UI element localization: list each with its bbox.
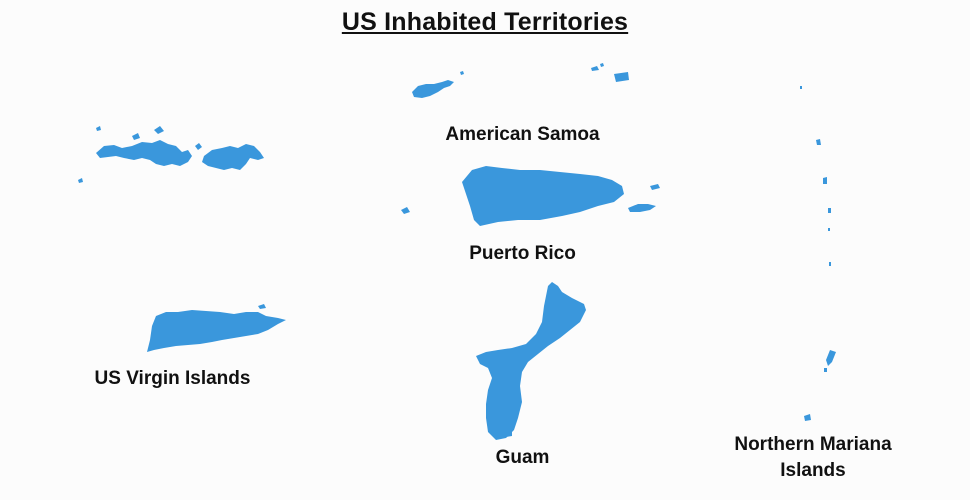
usvi-islet [195, 143, 202, 150]
st-john-shape [202, 144, 264, 170]
cnmi-islet [826, 350, 836, 366]
american-samoa-shape [412, 63, 629, 98]
guam-label: Guam [495, 447, 550, 468]
tutuila-shape [412, 80, 454, 98]
cnmi-islet [829, 262, 831, 266]
guam-shape [476, 282, 586, 440]
puerto-rico-main-shape [462, 166, 624, 226]
usvi-islet [132, 133, 140, 140]
usvi-islet [78, 178, 83, 183]
usvi-islet [96, 126, 101, 131]
american-samoa-label: American Samoa [445, 124, 600, 145]
culebra-shape [650, 184, 660, 190]
mona-island-shape [401, 207, 410, 214]
guam-main-shape [476, 282, 586, 440]
cnmi-islet [823, 177, 827, 184]
samoa-islet [460, 71, 464, 75]
puerto-rico-label: Puerto Rico [469, 243, 576, 264]
cnmi-islet [816, 139, 821, 145]
cnmi-islet [804, 414, 811, 421]
northern-mariana-islands-label: Northern Mariana Islands [734, 434, 892, 481]
cnmi-islet [828, 208, 831, 213]
map-title: US Inhabited Territories [341, 8, 629, 36]
usvi-northern-islands-shape [78, 126, 264, 183]
st-croix-islet [258, 304, 266, 309]
puerto-rico-shape [401, 166, 660, 226]
cnmi-islet [800, 86, 802, 89]
cnmi-islet [824, 368, 827, 372]
manua-islet [591, 66, 599, 71]
st-thomas-shape [96, 140, 192, 166]
manua-islet [600, 63, 604, 67]
northern-mariana-islands-shape [800, 86, 836, 421]
usvi-islet [154, 126, 164, 134]
us-virgin-islands-label: US Virgin Islands [94, 368, 251, 389]
st-croix-shape [147, 310, 286, 352]
manua-islet [614, 72, 629, 82]
cocos-island-shape [506, 430, 512, 437]
vieques-shape [628, 204, 656, 212]
cnmi-islet [828, 228, 830, 231]
